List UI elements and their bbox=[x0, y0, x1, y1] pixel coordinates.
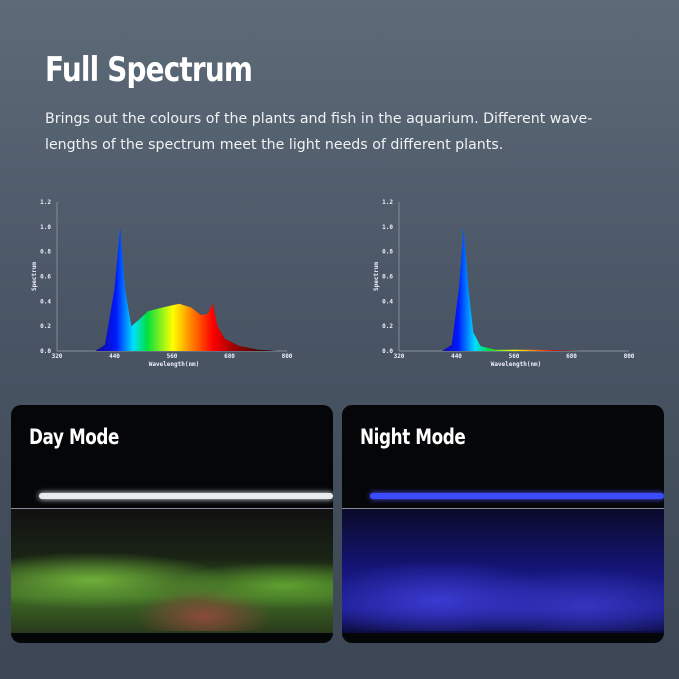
x-tick-label: 680 bbox=[566, 353, 577, 360]
x-tick-label: 440 bbox=[451, 353, 462, 360]
y-tick-label: 0.2 bbox=[382, 323, 393, 330]
spectrum-area bbox=[442, 226, 582, 351]
y-tick-label: 0.4 bbox=[40, 298, 51, 305]
night-mode-label: Night Mode bbox=[360, 425, 466, 449]
x-tick-label: 560 bbox=[509, 353, 520, 360]
spectrum-area bbox=[95, 226, 278, 351]
x-tick-label: 320 bbox=[52, 353, 63, 360]
y-tick-label: 0.2 bbox=[40, 323, 51, 330]
spectrum-chart-night: 0.0 0.2 0.4 0.6 0.8 1.0 1.2 320 440 560 680 800 Wave… bbox=[373, 199, 635, 368]
x-tick-label: 800 bbox=[624, 353, 635, 360]
page-title: Full Spectrum bbox=[45, 50, 253, 90]
x-tick-label: 560 bbox=[167, 353, 178, 360]
x-tick-label: 800 bbox=[282, 353, 293, 360]
y-tick-label: 1.0 bbox=[382, 224, 393, 231]
x-tick-label: 680 bbox=[224, 353, 235, 360]
light-bar bbox=[39, 493, 333, 499]
day-mode-panel: Day Mode bbox=[11, 405, 333, 643]
y-tick-label: 0.6 bbox=[382, 274, 393, 281]
plants-image bbox=[342, 530, 664, 631]
description: Brings out the colours of the plants and… bbox=[45, 111, 593, 153]
spectrum-chart-day: 0.0 0.2 0.4 0.6 0.8 1.0 1.2 320 440 560 680 800 Wave… bbox=[31, 199, 293, 368]
y-tick-label: 1.0 bbox=[40, 224, 51, 231]
y-tick-label: 0.4 bbox=[382, 298, 393, 305]
x-axis-label: Wavelength(nm) bbox=[491, 361, 542, 368]
plants-image bbox=[11, 530, 333, 631]
y-tick-label: 0.8 bbox=[40, 249, 51, 256]
light-bar bbox=[370, 493, 664, 499]
y-tick-label: 0.0 bbox=[382, 348, 393, 355]
x-tick-label: 320 bbox=[394, 353, 405, 360]
y-axis-label: Spectrum bbox=[31, 262, 38, 291]
y-axis-label: Spectrum bbox=[373, 262, 380, 291]
y-tick-label: 1.2 bbox=[382, 199, 393, 206]
x-axis-label: Wavelength(nm) bbox=[149, 361, 200, 368]
y-tick-label: 0.8 bbox=[382, 249, 393, 256]
day-mode-label: Day Mode bbox=[29, 425, 120, 449]
y-tick-label: 1.2 bbox=[40, 199, 51, 206]
y-tick-label: 0.6 bbox=[40, 274, 51, 281]
x-tick-label: 440 bbox=[109, 353, 120, 360]
y-tick-label: 0.0 bbox=[40, 348, 51, 355]
night-mode-panel: Night Mode bbox=[342, 405, 664, 643]
